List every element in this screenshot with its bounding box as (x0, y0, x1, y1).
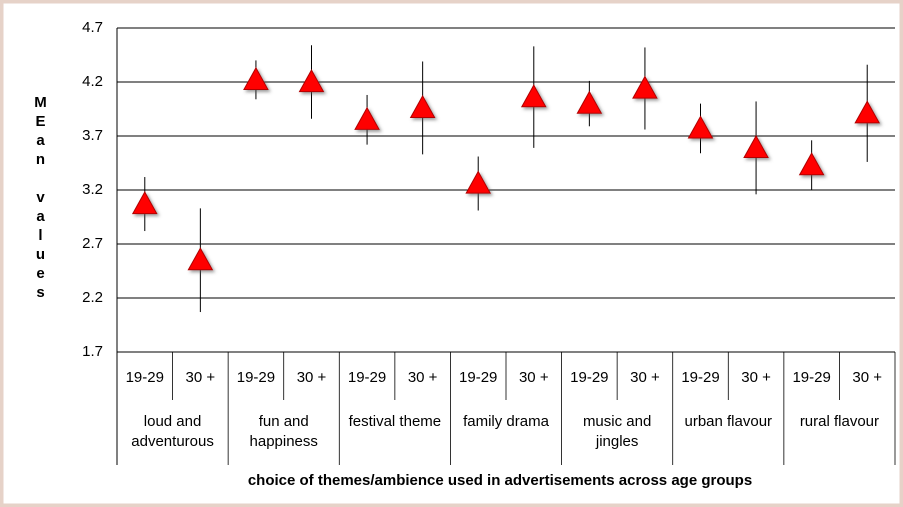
group-label: festival theme (348, 413, 442, 430)
y-tick-label: 3.7 (82, 127, 103, 144)
marker (354, 106, 380, 130)
y-tick-label: 4.2 (82, 73, 103, 90)
group-label-box: family drama (463, 413, 549, 430)
x-tick-label: 19-29 (237, 369, 275, 386)
group-label: music and jingles (582, 413, 652, 450)
y-tick-label: 4.7 (82, 19, 103, 36)
x-tick-label: 19-29 (570, 369, 608, 386)
marker (187, 247, 214, 271)
marker (409, 94, 436, 119)
y-label-box: MEan values (32, 93, 49, 303)
group-label-box: loud and adventurous (131, 413, 214, 450)
y-tick-label: 1.7 (82, 343, 103, 360)
group-label-box: music and jingles (582, 413, 652, 450)
group-label: family drama (463, 413, 549, 430)
marker (743, 134, 769, 158)
group-label: rural flavour (799, 413, 880, 430)
x-tick-label: 30 + (630, 369, 660, 386)
group-label-box: fun and happiness (249, 413, 318, 450)
y-tick-label: 2.2 (82, 289, 103, 306)
x-tick-label: 19-29 (348, 369, 386, 386)
group-label-box: rural flavour (799, 413, 880, 430)
y-tick-label: 2.7 (82, 235, 103, 252)
marker (131, 191, 158, 215)
x-tick-label: 19-29 (126, 369, 164, 386)
marker (520, 84, 547, 108)
group-label: fun and happiness (249, 413, 318, 450)
marker (632, 75, 658, 99)
marker (465, 170, 492, 194)
x-tick-label: 19-29 (681, 369, 719, 386)
y-axis-label: MEan values (32, 93, 49, 303)
group-label-box: urban flavour (684, 413, 773, 430)
marker (854, 100, 881, 124)
x-tick-label: 19-29 (459, 369, 497, 386)
x-tick-label: 19-29 (792, 369, 830, 386)
x-tick-label: 30 + (519, 369, 549, 386)
x-tick-label: 30 + (186, 369, 216, 386)
marker (298, 68, 325, 93)
x-axis-label: choice of themes/ambience used in advert… (248, 472, 752, 489)
group-label-box: festival theme (348, 413, 442, 430)
group-label: urban flavour (684, 413, 773, 430)
marker (687, 115, 714, 139)
marker (243, 66, 269, 90)
x-tick-label: 30 + (408, 369, 438, 386)
y-tick-label: 3.2 (82, 181, 103, 198)
x-tick-label: 30 + (852, 369, 882, 386)
group-label: loud and adventurous (131, 413, 214, 450)
marker (576, 90, 603, 114)
marker (798, 152, 825, 176)
x-tick-label: 30 + (297, 369, 327, 386)
x-tick-label: 30 + (741, 369, 771, 386)
